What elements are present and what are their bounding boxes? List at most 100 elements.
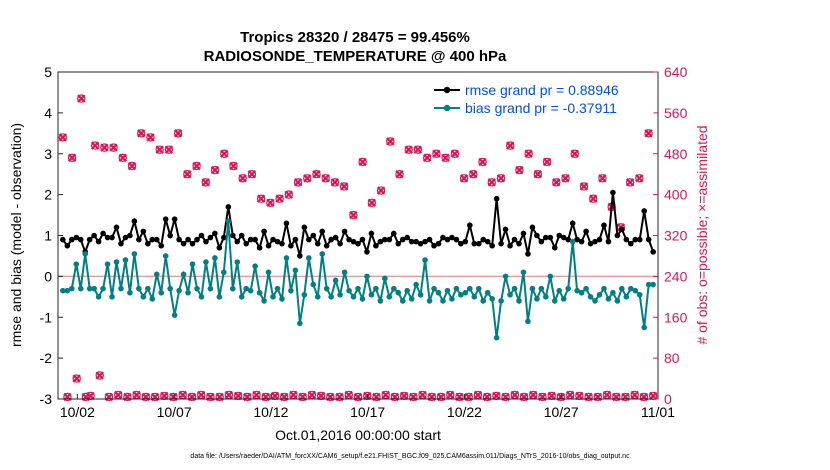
rmse-data-point <box>440 234 446 241</box>
rmse-data-point <box>493 195 500 202</box>
rmse-data-point <box>185 236 191 243</box>
obs-possible-point <box>183 169 192 179</box>
bias-data-point <box>100 285 106 292</box>
rmse-data-point <box>212 230 218 237</box>
obs-assimilated-point <box>344 390 353 400</box>
obs-possible-point <box>404 145 413 154</box>
obs-assimilated-point <box>376 186 386 195</box>
rmse-data-point <box>91 232 97 239</box>
obs-assimilated-point <box>349 210 358 220</box>
right-axis-tick-label: 0 <box>664 391 672 407</box>
obs-assimilated-point <box>67 153 77 163</box>
bias-data-point <box>373 285 379 292</box>
rmse-data-point <box>511 236 518 243</box>
bias-data-point <box>140 294 147 300</box>
obs-possible-point <box>612 392 621 402</box>
obs-assimilated-point <box>270 391 280 401</box>
obs-assimilated-point <box>109 143 118 152</box>
bias-data-point <box>538 285 545 292</box>
bias-data-point <box>471 294 478 300</box>
obs-possible-point <box>450 149 460 158</box>
obs-possible-point <box>575 391 584 401</box>
bias-data-point <box>417 291 424 298</box>
rmse-data-point <box>350 238 357 245</box>
obs-possible-point <box>589 194 598 203</box>
rmse-data-point <box>270 236 276 243</box>
legend-bias-marker <box>443 104 451 112</box>
obs-assimilated-point <box>492 391 501 401</box>
obs-possible-point <box>192 161 201 171</box>
bias-data-point <box>270 294 276 300</box>
obs-possible-point <box>280 392 289 402</box>
rmse-data-point <box>480 236 487 243</box>
rmse-data-point <box>247 236 254 243</box>
obs-possible-point <box>67 153 77 163</box>
bias-data-point <box>252 263 258 269</box>
legend: rmse grand pr = 0.88946 bias grand pr = … <box>430 77 654 119</box>
rmse-data-point <box>444 236 451 243</box>
bias-data-point <box>207 285 214 292</box>
obs-assimilated-point <box>247 170 257 179</box>
bias-data-point <box>153 271 160 278</box>
rmse-data-point <box>127 232 133 239</box>
y-axis-label-right: # of obs: o=possible; ×=assimilated <box>694 125 710 344</box>
obs-possible-point <box>95 371 104 380</box>
obs-assimilated-point <box>316 391 326 401</box>
rmse-data-point <box>641 208 648 214</box>
bias-data-point <box>225 218 232 224</box>
bias-data-point <box>337 291 343 298</box>
left-axis-tick-label: -3 <box>40 391 53 407</box>
rmse-data-point <box>636 236 643 243</box>
bias-data-point <box>426 298 433 304</box>
rmse-data-point <box>301 224 308 231</box>
bias-data-point <box>332 277 339 284</box>
rmse-data-point <box>449 234 455 241</box>
rmse-data-point <box>382 236 388 243</box>
bias-data-point <box>377 298 384 304</box>
bias-data-point <box>628 285 634 292</box>
rmse-data-point <box>525 251 531 257</box>
obs-possible-point <box>238 174 247 183</box>
rmse-data-point <box>261 228 267 235</box>
obs-possible-point <box>469 169 478 179</box>
legend-box <box>430 77 654 119</box>
bias-data-point <box>355 285 361 292</box>
obs-possible-point <box>505 141 515 150</box>
rmse-data-point <box>543 234 549 241</box>
obs-assimilated-point <box>469 170 478 179</box>
obs-possible-point <box>206 392 215 402</box>
obs-possible-point <box>579 182 589 191</box>
rmse-data-point <box>310 232 317 239</box>
obs-assimilated-point <box>146 133 155 142</box>
rmse-data-point <box>435 240 442 247</box>
rmse-data-point <box>162 216 169 222</box>
obs-assimilated-point <box>266 198 275 207</box>
right-axis-tick-label: 480 <box>664 146 688 162</box>
left-axis-tick-label: 5 <box>44 64 52 80</box>
bias-data-point <box>578 289 585 296</box>
rmse-data-point <box>337 240 343 247</box>
rmse-data-point <box>538 238 545 245</box>
rmse-data-point <box>529 224 536 231</box>
obs-possible-point <box>413 145 423 154</box>
obs-assimilated-point <box>86 391 95 401</box>
plot-area <box>58 72 658 399</box>
rmse-data-point <box>274 238 281 245</box>
obs-assimilated-point <box>589 194 598 203</box>
bias-data-point <box>543 294 549 300</box>
rmse-data-point <box>462 238 469 245</box>
rmse-data-point <box>109 234 115 241</box>
bias-data-point <box>467 285 473 292</box>
rmse-data-point <box>149 236 156 243</box>
rmse-data-point <box>279 240 285 247</box>
obs-possible-point <box>243 392 252 402</box>
bias-data-point <box>136 285 142 292</box>
bias-data-point <box>480 298 487 304</box>
obs-assimilated-point <box>450 149 460 158</box>
obs-assimilated-point <box>570 149 579 158</box>
bias-data-point <box>650 281 656 288</box>
rmse-data-point <box>645 236 652 243</box>
obs-assimilated-point <box>256 194 266 203</box>
obs-possible-point <box>109 143 118 152</box>
bias-data-point <box>113 259 120 265</box>
